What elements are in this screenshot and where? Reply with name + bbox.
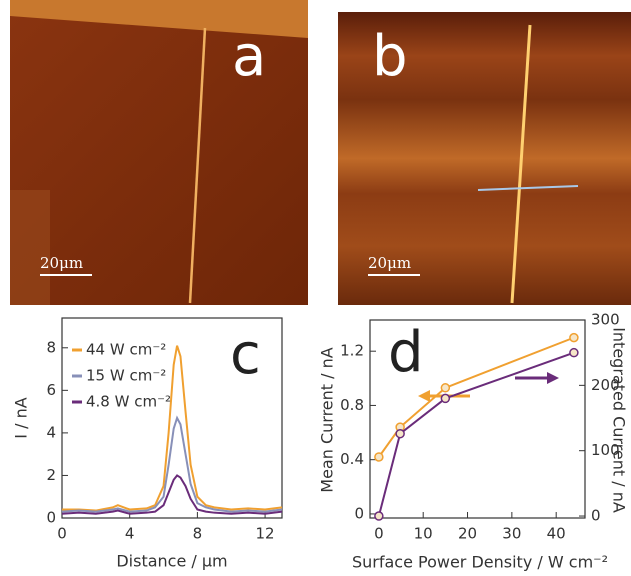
y-tick-label: 0 xyxy=(46,509,56,527)
y-tick-label: 4 xyxy=(46,423,56,441)
panel-a-image: a 20μm xyxy=(10,0,308,305)
marker xyxy=(441,384,449,392)
scale-bar-label: 20μm xyxy=(40,254,83,272)
y2-tick-label: 300 xyxy=(591,311,620,329)
panel-letter: a xyxy=(232,24,266,89)
legend-label: 15 W cm⁻² xyxy=(86,367,166,385)
y-tick-label: 0.4 xyxy=(340,450,364,468)
marker xyxy=(570,334,578,342)
y-tick-label: 8 xyxy=(46,338,56,356)
panel-b-image: b 20μm xyxy=(338,12,631,305)
scale-bar-label: 20μm xyxy=(368,254,411,272)
panel-letter: b xyxy=(372,24,408,89)
marker xyxy=(441,394,449,402)
panel-letter: d xyxy=(388,320,424,385)
series-line xyxy=(62,418,282,512)
x-axis-label: Distance / μm xyxy=(116,552,227,571)
panel-letter: c xyxy=(230,322,261,387)
y-axis-label: I / nA xyxy=(12,397,31,438)
y-tick-label: 0.8 xyxy=(340,396,364,414)
legend-label: 4.8 W cm⁻² xyxy=(86,393,171,411)
y-tick-label: 1.2 xyxy=(340,342,364,360)
x-tick-label: 30 xyxy=(502,525,521,543)
marker xyxy=(396,430,404,438)
legend-label: 44 W cm⁻² xyxy=(86,341,166,359)
y2-axis-label: Integrated Current / nA xyxy=(610,327,629,513)
arrows xyxy=(418,372,559,402)
x-tick-label: 12 xyxy=(256,525,275,543)
x-tick-label: 0 xyxy=(57,525,67,543)
y-axis-label: Mean Current / nA xyxy=(318,347,337,492)
x-tick-label: 10 xyxy=(414,525,433,543)
x-tick-label: 40 xyxy=(547,525,566,543)
x-tick-label: 20 xyxy=(458,525,477,543)
y-tick-label: 6 xyxy=(46,381,56,399)
y-tick-label: 0 xyxy=(354,504,364,522)
x-tick-label: 8 xyxy=(193,525,203,543)
marker xyxy=(570,349,578,357)
marker xyxy=(375,512,383,520)
y2-tick-label: 0 xyxy=(591,507,601,525)
y-tick-label: 2 xyxy=(46,466,56,484)
marker xyxy=(375,453,383,461)
figure: a 20μm b 20μm 0 4 8 12 0 2 4 6 8 Distance / μm I /… xyxy=(0,0,631,576)
x-tick-label: 0 xyxy=(374,525,384,543)
x-tick-label: 4 xyxy=(125,525,135,543)
x-axis-label: Surface Power Density / W cm⁻² xyxy=(352,553,608,572)
